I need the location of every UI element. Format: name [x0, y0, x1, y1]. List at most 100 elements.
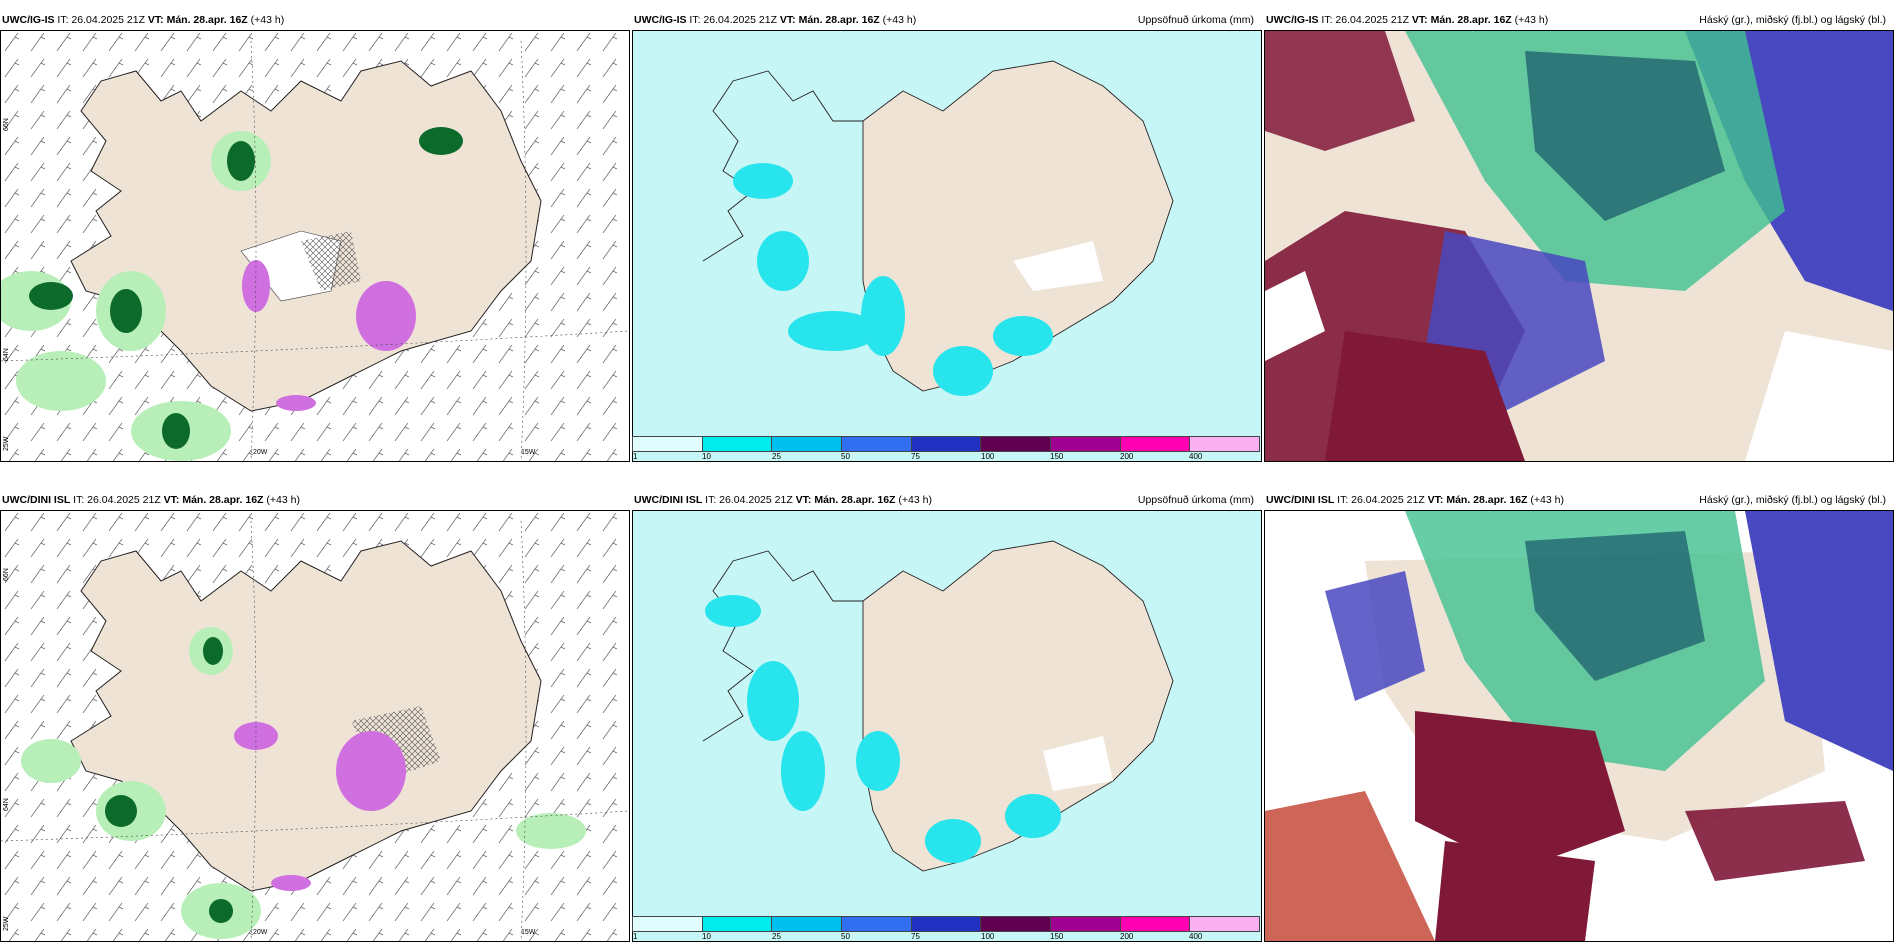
colorbar-label: 10 — [702, 452, 711, 461]
lead-time: (+43 h) — [898, 494, 932, 506]
colorbar-label: 150 — [1050, 932, 1064, 941]
colorbar-cell — [1050, 436, 1120, 452]
colorbar-cell — [771, 916, 842, 932]
map-frame — [632, 510, 1262, 942]
colorbar-label: 75 — [911, 452, 920, 461]
colorbar-cell — [1189, 436, 1261, 452]
lon-label: 25W — [3, 916, 10, 931]
colorbar-cell — [1119, 436, 1190, 452]
model-label: UWC/DINI ISL — [1266, 494, 1335, 506]
lat-label: 66N — [3, 118, 10, 131]
colorbar-label: 1 — [633, 932, 638, 941]
lon-label: 15W — [521, 449, 536, 456]
colorbar-labels: 1 10 25 50 75 100 150 200 400 — [632, 932, 1260, 942]
valid-time: VT: Mán. 28.apr. 16Z — [795, 494, 896, 506]
panel-header: UWC/IG-IS IT: 26.04.2025 21Z VT: Mán. 28… — [1264, 14, 1894, 30]
precip-magenta — [242, 260, 416, 411]
colorbar-label: 75 — [911, 932, 920, 941]
colorbar-cell — [701, 436, 772, 452]
valid-time: VT: Mán. 28.apr. 16Z — [163, 494, 264, 506]
panel-ig-clouds: UWC/IG-IS IT: 26.04.2025 21Z VT: Mán. 28… — [1264, 14, 1894, 462]
lead-time: (+43 h) — [266, 494, 300, 506]
panel-header: UWC/DINI ISL IT: 26.04.2025 21Z VT: Mán.… — [632, 494, 1262, 510]
colorbar-label: 400 — [1189, 452, 1203, 461]
colorbar-label: 100 — [981, 932, 995, 941]
init-time: IT: 26.04.2025 21Z — [689, 14, 777, 26]
map-frame: 66N 64N 25W 20W 15W — [0, 30, 630, 462]
lon-label: 25W — [3, 436, 10, 451]
colorbar-cell — [771, 436, 842, 452]
wind-map — [1, 31, 629, 461]
snow-areas — [1, 127, 463, 461]
valid-time: VT: Mán. 28.apr. 16Z — [1411, 14, 1512, 26]
cloud-map — [1265, 31, 1893, 461]
colorbar-label: 25 — [772, 452, 781, 461]
colorbar-cell — [701, 916, 772, 932]
valid-time: VT: Mán. 28.apr. 16Z — [779, 14, 880, 26]
panel-header: UWC/DINI ISL IT: 26.04.2025 21Z VT: Mán.… — [0, 494, 630, 510]
map-frame — [1264, 510, 1894, 942]
wind-map — [1, 511, 629, 941]
model-label: UWC/IG-IS — [1266, 14, 1319, 26]
lon-label: 20W — [253, 929, 268, 936]
panel-title: Uppsöfnuð úrkoma (mm) — [1137, 14, 1254, 26]
colorbar — [632, 436, 1261, 452]
precip-map — [633, 511, 1261, 941]
panel-header: UWC/IG-IS IT: 26.04.2025 21Z VT: Mán. 28… — [0, 14, 630, 30]
colorbar-cell — [980, 436, 1051, 452]
colorbar-cell — [1119, 916, 1190, 932]
colorbar-label: 150 — [1050, 452, 1064, 461]
colorbar-cell — [632, 436, 702, 452]
panel-title: Uppsöfnuð úrkoma (mm) — [1137, 494, 1254, 506]
panel-header: UWC/IG-IS IT: 26.04.2025 21Z VT: Mán. 28… — [632, 14, 1262, 30]
colorbar-cell — [1050, 916, 1120, 932]
init-time: IT: 26.04.2025 21Z — [73, 494, 161, 506]
panel-title: Háský (gr.), miðský (fj.bl.) og lágský (… — [1699, 494, 1886, 506]
panel-header: UWC/DINI ISL IT: 26.04.2025 21Z VT: Mán.… — [1264, 494, 1894, 510]
colorbar-cell — [841, 916, 911, 932]
lead-time: (+43 h) — [1530, 494, 1564, 506]
panel-ig-wind: UWC/IG-IS IT: 26.04.2025 21Z VT: Mán. 28… — [0, 14, 630, 462]
model-label: UWC/DINI ISL — [634, 494, 703, 506]
panel-dini-clouds: UWC/DINI ISL IT: 26.04.2025 21Z VT: Mán.… — [1264, 494, 1894, 942]
colorbar-cell — [910, 436, 981, 452]
init-time: IT: 26.04.2025 21Z — [1321, 14, 1409, 26]
colorbar — [632, 916, 1261, 932]
map-frame: 66N 64N 25W 20W 15W — [0, 510, 630, 942]
colorbar-label: 100 — [981, 452, 995, 461]
lead-time: (+43 h) — [882, 14, 917, 26]
colorbar-cell — [841, 436, 911, 452]
colorbar-label: 10 — [702, 932, 711, 941]
lat-label: 64N — [3, 798, 10, 811]
panel-title: Háský (gr.), miðský (fj.bl.) og lágský (… — [1699, 14, 1886, 26]
lead-time: (+43 h) — [250, 14, 285, 26]
model-label: UWC/IG-IS — [2, 14, 55, 26]
panel-ig-precip: UWC/IG-IS IT: 26.04.2025 21Z VT: Mán. 28… — [632, 14, 1262, 462]
colorbar-label: 1 — [633, 452, 638, 461]
lat-label: 66N — [3, 568, 10, 581]
panel-dini-precip: UWC/DINI ISL IT: 26.04.2025 21Z VT: Mán.… — [632, 494, 1262, 942]
colorbar-labels: 1 10 25 50 75 100 150 200 400 — [632, 452, 1260, 462]
colorbar-cell — [632, 916, 702, 932]
snow-areas — [21, 627, 586, 939]
panel-dini-wind: UWC/DINI ISL IT: 26.04.2025 21Z VT: Mán.… — [0, 494, 630, 942]
colorbar-cell — [980, 916, 1051, 932]
precip-map — [633, 31, 1261, 461]
colorbar-cell — [1189, 916, 1261, 932]
colorbar-cell — [910, 916, 981, 932]
lon-label: 20W — [253, 449, 268, 456]
lon-label: 15W — [521, 929, 536, 936]
lat-label: 64N — [3, 348, 10, 361]
colorbar-label: 50 — [841, 932, 850, 941]
iceland-land — [70, 540, 542, 892]
model-label: UWC/DINI ISL — [2, 494, 71, 506]
colorbar-label: 400 — [1189, 932, 1203, 941]
map-frame — [632, 30, 1262, 462]
map-frame — [1264, 30, 1894, 462]
precip-magenta — [234, 722, 406, 891]
init-time: IT: 26.04.2025 21Z — [57, 14, 145, 26]
precip-strong — [733, 163, 1053, 396]
colorbar-label: 25 — [772, 932, 781, 941]
valid-time: VT: Mán. 28.apr. 16Z — [1427, 494, 1528, 506]
init-time: IT: 26.04.2025 21Z — [705, 494, 793, 506]
